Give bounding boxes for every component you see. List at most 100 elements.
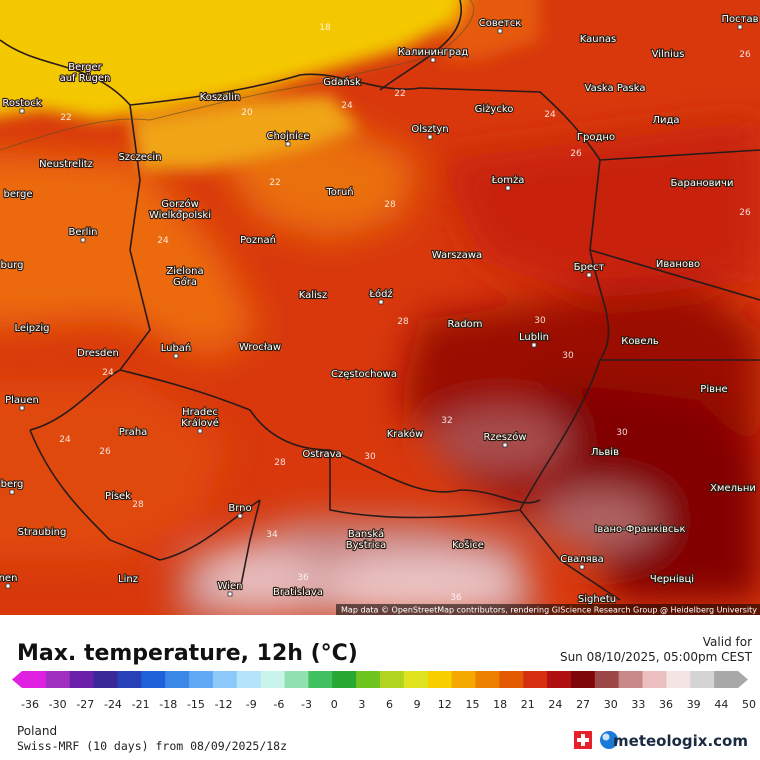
- city-label: Szczecin: [118, 152, 161, 163]
- colorbar-segment: [236, 671, 262, 688]
- city-label: Bystrica: [346, 540, 386, 551]
- city-marker: [227, 591, 233, 597]
- colorbar-segment: [666, 671, 691, 688]
- city-label: Чернівці: [650, 573, 694, 585]
- city-marker: [19, 405, 25, 411]
- colorbar-segment: [403, 671, 429, 688]
- contour-label: 18: [319, 23, 331, 33]
- city-marker: [177, 209, 183, 215]
- city-label: Постав: [722, 14, 759, 25]
- city-marker: [182, 276, 188, 282]
- temperature-field: [0, 120, 760, 615]
- city-label: nen: [0, 573, 17, 584]
- city-label: Králové: [181, 417, 219, 429]
- colorbar-segment: [22, 671, 47, 688]
- colorbar-segment: [547, 671, 572, 688]
- colorbar-segment: [189, 671, 214, 688]
- city-label: Івано-Франківськ: [594, 523, 685, 535]
- city-label: Košice: [452, 539, 484, 551]
- colorbar-segment: [451, 671, 476, 688]
- city-label: Kraków: [387, 428, 424, 440]
- colorbar-segment: [260, 671, 286, 688]
- city-label: berg: [1, 479, 24, 490]
- city-label: Praha: [119, 427, 148, 438]
- city-label: Zielona: [166, 266, 203, 277]
- city-marker: [378, 299, 384, 305]
- tick-label: 21: [521, 698, 535, 711]
- city-marker: [197, 428, 203, 434]
- valid-time: Sun 08/10/2025, 05:00pm CEST: [560, 650, 753, 664]
- city-label: Lublin: [519, 332, 549, 343]
- city-label: Poznań: [240, 234, 276, 246]
- contour-label: 26: [99, 447, 111, 457]
- tick-label: 27: [576, 698, 590, 711]
- city-label: berge: [4, 189, 33, 200]
- tick-label: 12: [438, 698, 452, 711]
- tick-label: 6: [386, 698, 393, 711]
- borders: [0, 0, 760, 601]
- colorbar-segment: [618, 671, 644, 688]
- city-label: Свалява: [560, 554, 603, 565]
- colorbar-segment: [212, 671, 238, 688]
- tick-label: -3: [301, 698, 312, 711]
- contour-label: 24: [341, 101, 353, 111]
- tick-label: -21: [132, 698, 150, 711]
- tick-label: 30: [604, 698, 618, 711]
- city-label: Хмельни: [710, 483, 756, 494]
- city-label: Giżycko: [475, 104, 514, 115]
- city-label: Барановичи: [671, 178, 734, 189]
- legend-title: Max. temperature, 12h (°C): [17, 641, 358, 666]
- city-marker: [531, 342, 537, 348]
- city-label: Брест: [574, 262, 605, 273]
- contour-label: 30: [364, 452, 376, 462]
- city-label: Chojnice: [267, 131, 310, 142]
- city-label: Гродно: [577, 132, 615, 143]
- tick-label: -12: [215, 698, 233, 711]
- city-label: Straubing: [18, 527, 67, 538]
- colorbar-segment: [332, 671, 357, 688]
- city-label: Písek: [105, 490, 131, 502]
- city-label: Gdańsk: [323, 76, 361, 88]
- city-label: auf Rügen: [60, 73, 111, 84]
- colorbar-segment: [93, 671, 118, 688]
- city-label: Bratislava: [273, 587, 323, 598]
- colorbar-segment: [427, 671, 453, 688]
- city-label: Лида: [652, 115, 679, 126]
- colorbar-segment: [523, 671, 548, 688]
- colorbar-segment: [475, 671, 500, 688]
- city-marker: [237, 513, 243, 519]
- contour-label: 30: [534, 316, 546, 326]
- city-label: Łódź: [368, 288, 392, 300]
- city-marker: [579, 564, 585, 570]
- colorbar-arrow-right: [738, 671, 748, 688]
- city-marker: [427, 134, 433, 140]
- colorbar-segment: [308, 671, 333, 688]
- city-label: Hradec: [182, 407, 218, 418]
- swiss-flag: [574, 731, 592, 749]
- city-marker: [586, 272, 592, 278]
- tick-label: 3: [358, 698, 365, 711]
- contour-label: 36: [450, 593, 462, 603]
- contour-label: 30: [616, 428, 628, 438]
- city-label: Gorzów: [161, 198, 199, 210]
- tick-label: 9: [414, 698, 421, 711]
- city-label: Plauen: [5, 395, 39, 406]
- city-label: Vilnius: [652, 49, 685, 60]
- tick-label: -9: [246, 698, 257, 711]
- contour-label: 22: [394, 89, 405, 99]
- contour-label: 24: [102, 368, 114, 378]
- city-label: Rostock: [2, 98, 41, 109]
- tick-label: -36: [21, 698, 39, 711]
- tick-label: 18: [493, 698, 507, 711]
- city-label: Калининград: [398, 47, 468, 58]
- tick-label: 39: [687, 698, 701, 711]
- city-label: Linz: [118, 574, 138, 585]
- city-label: Koszalin: [200, 92, 241, 103]
- city-label: Wrocław: [239, 342, 281, 353]
- contour-label: 26: [739, 208, 751, 218]
- brand[interactable]: meteologix.com: [613, 732, 748, 750]
- tick-label: -27: [76, 698, 94, 711]
- city-marker: [19, 108, 25, 114]
